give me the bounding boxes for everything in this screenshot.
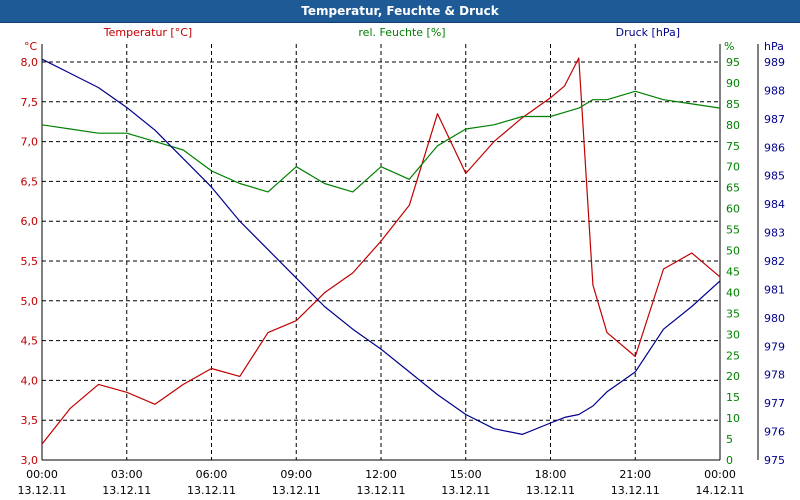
x-tick-date: 13.12.11 [187, 484, 236, 497]
x-tick-date: 13.12.11 [18, 484, 67, 497]
pressure-tick-label: 981 [764, 283, 785, 296]
pressure-tick-label: 982 [764, 255, 785, 268]
pressure-tick-label: 977 [764, 397, 785, 410]
temperature-tick-label: 6,5 [21, 175, 39, 188]
humidity-tick-label: 60 [726, 203, 740, 216]
humidity-tick-label: 95 [726, 56, 740, 69]
temperature-tick-label: 6,0 [21, 215, 39, 228]
pressure-tick-label: 988 [764, 84, 785, 97]
pressure-tick-label: 980 [764, 312, 785, 325]
series-lines [41, 57, 721, 445]
temperature-tick-label: 5,0 [21, 295, 39, 308]
pressure-tick-label: 983 [764, 227, 785, 240]
temperature-unit-label: °C [24, 40, 38, 53]
humidity-tick-label: 35 [726, 307, 740, 320]
humidity-tick-label: 90 [726, 77, 740, 90]
legend-entry: Temperatur [°C] [103, 26, 192, 39]
humidity-tick-label: 25 [726, 349, 740, 362]
temperature-tick-label: 3,0 [21, 454, 39, 467]
humidity-tick-label: 0 [726, 454, 733, 467]
pressure-tick-label: 984 [764, 198, 785, 211]
humidity-tick-label: 30 [726, 328, 740, 341]
x-tick-date: 13.12.11 [526, 484, 575, 497]
humidity-tick-label: 50 [726, 245, 740, 258]
pressure-tick-label: 989 [764, 56, 785, 69]
x-tick-date: 13.12.11 [272, 484, 321, 497]
x-tick-time: 21:00 [619, 468, 651, 481]
x-tick-time: 15:00 [450, 468, 482, 481]
axis-labels: 3,0 3,5 4,0 4,5 5,0 5,5 6,0 6,5 7,0 7,5 8,0 00:00 13… [18, 26, 785, 497]
temperature-tick-label: 3,5 [21, 414, 39, 427]
x-tick-date: 13.12.11 [357, 484, 406, 497]
x-tick-date: 14.12.11 [696, 484, 745, 497]
temperature-tick-label: 8,0 [21, 56, 39, 69]
axes [41, 44, 759, 461]
x-tick-time: 12:00 [365, 468, 397, 481]
pressure-tick-label: 979 [764, 340, 785, 353]
x-tick-date: 13.12.11 [441, 484, 490, 497]
humidity-tick-label: 15 [726, 391, 740, 404]
pressure-tick-label: 985 [764, 170, 785, 183]
series-line [41, 90, 721, 193]
series-line [41, 57, 721, 445]
temperature-tick-label: 4,5 [21, 335, 39, 348]
pressure-tick-label: 987 [764, 113, 785, 126]
humidity-tick-label: 40 [726, 286, 740, 299]
humidity-tick-label: 20 [726, 370, 740, 383]
grid [42, 44, 720, 460]
series-line [41, 58, 721, 435]
x-tick-date: 13.12.11 [611, 484, 660, 497]
humidity-tick-label: 85 [726, 98, 740, 111]
humidity-tick-label: 80 [726, 119, 740, 132]
humidity-tick-label: 55 [726, 224, 740, 237]
humidity-unit-label: % [724, 40, 734, 53]
temperature-tick-label: 7,0 [21, 136, 39, 149]
pressure-tick-label: 978 [764, 369, 785, 382]
x-tick-time: 18:00 [535, 468, 567, 481]
pressure-unit-label: hPa [764, 40, 784, 53]
x-tick-time: 03:00 [111, 468, 143, 481]
legend-entry: Druck [hPa] [616, 26, 680, 39]
x-tick-time: 00:00 [704, 468, 736, 481]
x-tick-time: 00:00 [26, 468, 58, 481]
humidity-tick-label: 45 [726, 265, 740, 278]
chart-title: Temperatur, Feuchte & Druck [301, 4, 499, 18]
pressure-tick-label: 976 [764, 426, 785, 439]
humidity-tick-label: 5 [726, 433, 733, 446]
pressure-tick-label: 975 [764, 454, 785, 467]
x-tick-time: 06:00 [196, 468, 228, 481]
x-tick-time: 09:00 [280, 468, 312, 481]
humidity-tick-label: 75 [726, 140, 740, 153]
temperature-tick-label: 4,0 [21, 374, 39, 387]
pressure-tick-label: 986 [764, 141, 785, 154]
legend-entry: rel. Feuchte [%] [358, 26, 445, 39]
humidity-tick-label: 10 [726, 412, 740, 425]
temperature-tick-label: 7,5 [21, 96, 39, 109]
humidity-tick-label: 65 [726, 182, 740, 195]
x-tick-date: 13.12.11 [102, 484, 151, 497]
temperature-tick-label: 5,5 [21, 255, 39, 268]
humidity-tick-label: 70 [726, 161, 740, 174]
chart-title-bar: Temperatur, Feuchte & Druck [0, 0, 800, 23]
